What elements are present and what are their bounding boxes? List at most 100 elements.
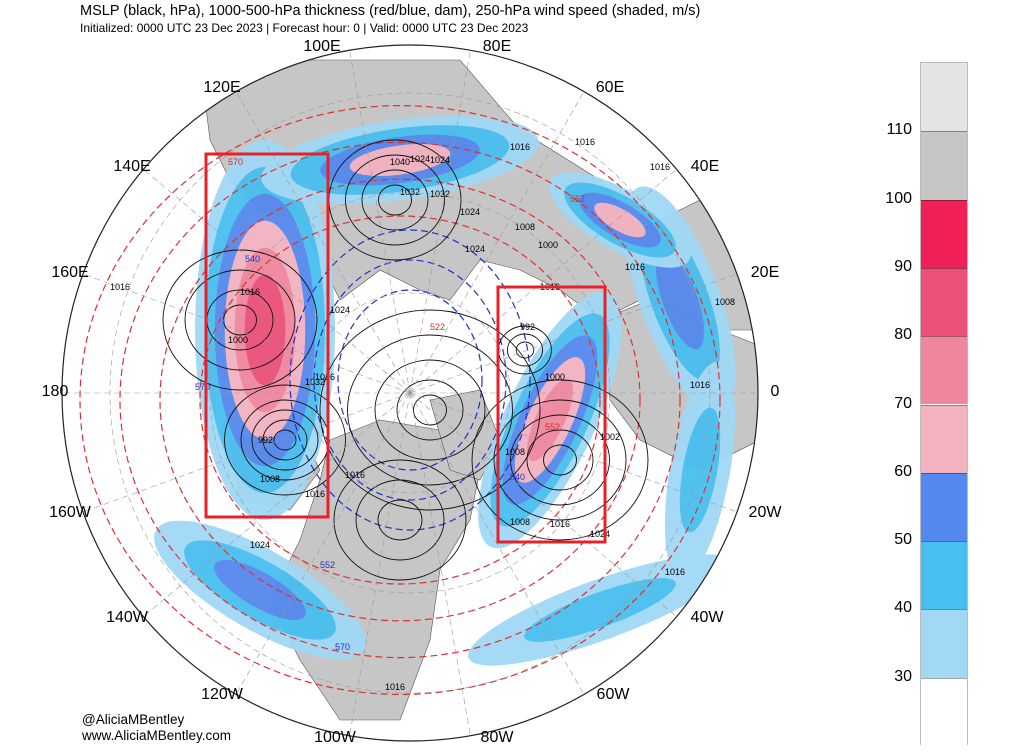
thickness-contour-warm: [159, 178, 641, 622]
longitude-label: 20W: [748, 504, 782, 521]
isobar-label: 1040: [390, 157, 410, 167]
map-border: [61, 44, 759, 742]
meridian-line: [409, 392, 471, 736]
jet-wind-shading: [655, 250, 705, 350]
mslp-isobar: [374, 359, 486, 461]
isobar-label: 1016: [110, 282, 130, 292]
mslp-isobar: [543, 444, 577, 476]
isobar-label: 1024: [460, 207, 480, 217]
thickness-label: 540: [510, 472, 525, 482]
thickness-label: 540: [245, 254, 260, 264]
isobar-label: 1032: [400, 187, 420, 197]
colorbar-bin: [921, 131, 967, 200]
meridian-line: [409, 169, 677, 394]
wind-speed-colorbar: [920, 62, 968, 746]
thickness-label: 570: [195, 382, 210, 392]
isobar-label: 1000: [538, 240, 558, 250]
colorbar-bin: [921, 267, 967, 337]
meridian-line: [409, 392, 738, 513]
longitude-label: 60E: [595, 79, 625, 96]
thickness-label: 570: [228, 157, 243, 167]
isobar-label: 1016: [665, 567, 685, 577]
mslp-isobar: [262, 419, 308, 461]
meridian-line: [235, 392, 411, 695]
meridian-line: [409, 50, 471, 394]
colorbar-tick-label: 60: [894, 462, 912, 480]
colorbar-tick-label: 90: [894, 257, 912, 275]
mslp-isobar: [413, 394, 447, 426]
meridian-line: [409, 91, 585, 394]
mslp-isobar: [361, 169, 429, 231]
meridian-line: [409, 392, 677, 617]
meridian-line: [349, 392, 411, 736]
colorbar-tick-label: 80: [894, 326, 912, 344]
colorbar-tick-label: 30: [894, 667, 912, 685]
meridian-line: [409, 392, 585, 695]
jet-wind-shading: [244, 274, 286, 386]
meridian-line: [235, 91, 411, 394]
mslp-isobar: [319, 309, 541, 511]
longitude-label: 20E: [750, 264, 780, 281]
longitude-label: 160E: [51, 264, 89, 281]
isobar-label: 1016: [510, 142, 530, 152]
mslp-isobar: [224, 384, 346, 496]
highlight-box-pacific: [204, 152, 330, 519]
longitude-label: 140W: [106, 609, 148, 626]
map-subtitle: Initialized: 0000 UTC 23 Dec 2023 | Fore…: [80, 21, 529, 35]
jet-wind-shading: [214, 559, 306, 621]
latitude-circle: [209, 192, 611, 594]
mslp-isobar: [506, 333, 544, 367]
longitude-label: 80W: [480, 729, 514, 746]
mslp-isobar: [378, 184, 412, 216]
thickness-label: 552: [570, 194, 585, 204]
thickness-label: 552: [545, 422, 560, 432]
thickness-label: 570: [335, 642, 350, 652]
isobar-label: 1008: [510, 517, 530, 527]
isobar-label: 1008: [505, 447, 525, 457]
colorbar-bin: [921, 199, 967, 268]
meridian-line: [349, 50, 411, 394]
mslp-isobar: [396, 379, 464, 441]
mslp-isobar: [251, 409, 319, 471]
isobar-label: 1024: [590, 529, 610, 539]
isobar-label: 1016: [315, 372, 335, 382]
isobar-label: 1000: [228, 335, 248, 345]
meridian-line: [409, 273, 738, 394]
colorbar-tick-label: 50: [894, 531, 912, 549]
mslp-isobar: [510, 414, 610, 506]
meridian-line: [82, 273, 411, 394]
credit-website[interactable]: www.AliciaMBentley.com: [82, 728, 232, 743]
latitude-circle: [109, 92, 711, 694]
thickness-contour-cold: [337, 289, 483, 471]
longitude-label: 140E: [113, 158, 151, 175]
isobar-label: 1016: [650, 162, 670, 172]
mslp-isobar: [526, 429, 594, 491]
isobar-label: 1008: [260, 474, 280, 484]
colorbar-bin: [921, 472, 967, 542]
thickness-label: 552: [320, 560, 335, 570]
isobar-label: 1024: [250, 540, 270, 550]
map-title: MSLP (black, hPa), 1000-500-hPa thicknes…: [80, 3, 701, 19]
meridian-line: [82, 392, 411, 513]
longitude-label: 160W: [49, 504, 91, 521]
isobar-label: 1024: [330, 305, 350, 315]
mslp-isobar: [347, 334, 513, 486]
highlight-box-atlantic: [496, 285, 607, 544]
longitude-label: 0: [770, 383, 780, 400]
mslp-isobar: [515, 341, 535, 359]
mslp-isobar: [333, 459, 467, 581]
isobar-label: 1016: [625, 262, 645, 272]
jet-wind-shading: [527, 378, 573, 462]
colorbar-tick-label: 40: [894, 599, 912, 617]
isobar-label: 1024: [465, 244, 485, 254]
thickness-contour-cold: [289, 229, 531, 531]
longitude-label: 180: [41, 383, 69, 400]
latitude-circle: [309, 292, 511, 494]
mslp-isobar: [345, 154, 445, 246]
isobar-label: 1016: [305, 489, 325, 499]
colorbar-bin: [921, 677, 967, 746]
mslp-isobar: [493, 399, 627, 521]
isobar-label: 1016: [240, 287, 260, 297]
longitude-label: 40E: [690, 158, 720, 175]
